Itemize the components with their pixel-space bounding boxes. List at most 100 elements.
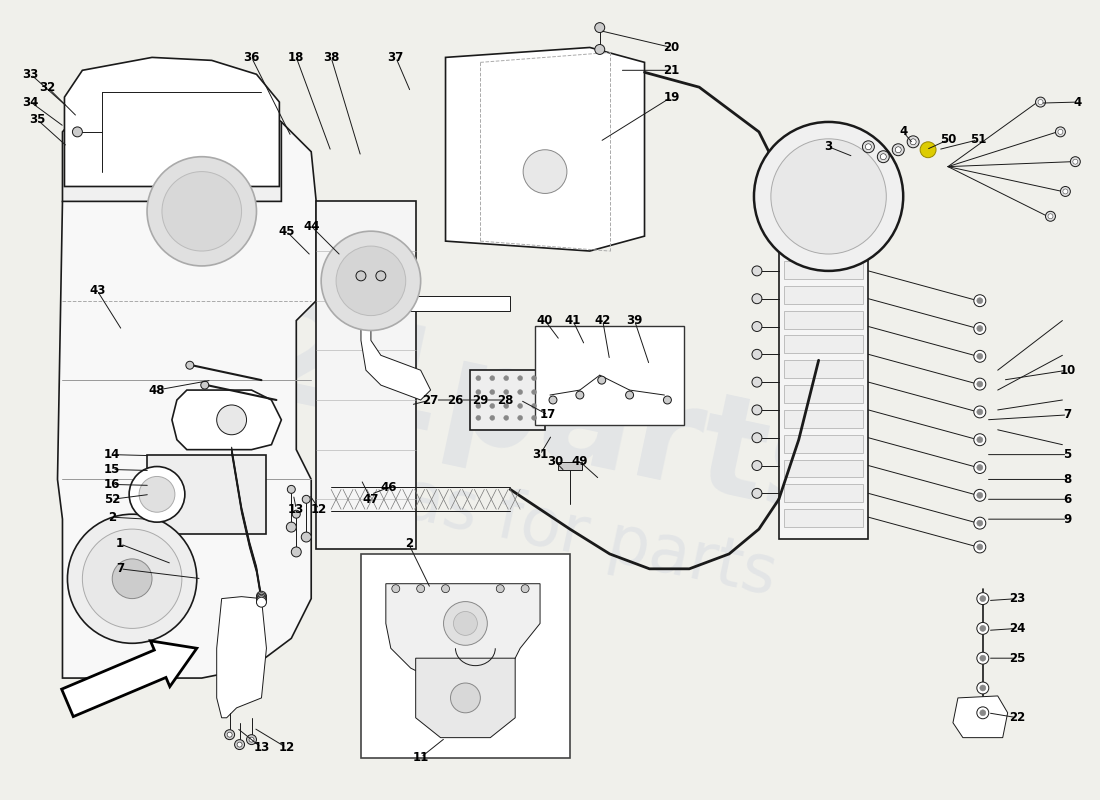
FancyBboxPatch shape xyxy=(784,261,864,279)
Circle shape xyxy=(504,415,508,420)
Text: 41: 41 xyxy=(564,314,581,327)
Circle shape xyxy=(1058,130,1063,134)
Circle shape xyxy=(595,22,605,33)
Text: 22: 22 xyxy=(1010,711,1026,724)
Circle shape xyxy=(217,405,246,434)
Text: 8: 8 xyxy=(1064,473,1071,486)
Polygon shape xyxy=(57,117,316,678)
Circle shape xyxy=(974,434,986,446)
Circle shape xyxy=(977,520,982,526)
Circle shape xyxy=(441,585,450,593)
Text: 39: 39 xyxy=(626,314,642,327)
Text: 11: 11 xyxy=(412,751,429,764)
Circle shape xyxy=(910,139,916,145)
Circle shape xyxy=(490,415,495,420)
FancyBboxPatch shape xyxy=(784,485,864,502)
Circle shape xyxy=(752,488,762,498)
Polygon shape xyxy=(341,261,510,310)
Circle shape xyxy=(974,517,986,529)
Circle shape xyxy=(496,585,504,593)
Circle shape xyxy=(227,732,232,737)
Circle shape xyxy=(376,271,386,281)
Text: 33: 33 xyxy=(22,68,38,81)
Text: 10: 10 xyxy=(1059,364,1076,377)
Circle shape xyxy=(862,141,874,153)
Text: 32: 32 xyxy=(40,81,56,94)
Text: 40: 40 xyxy=(537,314,553,327)
Circle shape xyxy=(1045,211,1055,222)
Circle shape xyxy=(663,396,671,404)
Circle shape xyxy=(82,529,182,629)
Circle shape xyxy=(417,585,425,593)
Text: 2: 2 xyxy=(108,510,117,524)
Circle shape xyxy=(224,730,234,740)
Circle shape xyxy=(1035,97,1045,107)
Circle shape xyxy=(892,144,904,156)
Polygon shape xyxy=(361,310,430,400)
Text: 5: 5 xyxy=(1064,448,1071,461)
FancyBboxPatch shape xyxy=(784,310,864,329)
Circle shape xyxy=(977,544,982,550)
Text: 20: 20 xyxy=(663,41,680,54)
Circle shape xyxy=(895,146,901,153)
Circle shape xyxy=(302,495,310,503)
Circle shape xyxy=(752,266,762,276)
FancyBboxPatch shape xyxy=(784,510,864,527)
Text: 21parts: 21parts xyxy=(241,291,859,549)
Text: 44: 44 xyxy=(302,220,319,233)
Circle shape xyxy=(974,378,986,390)
Circle shape xyxy=(977,682,989,694)
Text: 38: 38 xyxy=(323,51,339,64)
Circle shape xyxy=(977,622,989,634)
Text: 19: 19 xyxy=(663,90,680,104)
Circle shape xyxy=(752,294,762,304)
Text: 21: 21 xyxy=(663,64,680,77)
Text: 17: 17 xyxy=(540,408,557,422)
Text: 37: 37 xyxy=(387,51,404,64)
FancyBboxPatch shape xyxy=(784,335,864,354)
Text: 25: 25 xyxy=(1010,652,1026,665)
Circle shape xyxy=(476,376,481,381)
Circle shape xyxy=(287,486,295,494)
Circle shape xyxy=(504,376,508,381)
FancyArrow shape xyxy=(62,641,197,717)
Text: 31: 31 xyxy=(532,448,548,461)
Text: 13: 13 xyxy=(253,741,270,754)
Circle shape xyxy=(977,409,982,415)
Text: 12: 12 xyxy=(278,741,295,754)
Circle shape xyxy=(752,350,762,359)
Circle shape xyxy=(771,139,887,254)
Circle shape xyxy=(549,396,557,404)
Circle shape xyxy=(1038,100,1043,105)
Circle shape xyxy=(597,376,606,384)
Text: 48: 48 xyxy=(148,383,165,397)
Text: 23: 23 xyxy=(1010,592,1026,605)
FancyBboxPatch shape xyxy=(535,326,684,425)
FancyBboxPatch shape xyxy=(558,462,582,470)
Text: 1: 1 xyxy=(117,538,124,550)
Circle shape xyxy=(256,591,266,601)
Circle shape xyxy=(1070,157,1080,166)
Polygon shape xyxy=(63,84,282,202)
Circle shape xyxy=(301,532,311,542)
Circle shape xyxy=(518,415,522,420)
Circle shape xyxy=(880,154,887,160)
Circle shape xyxy=(518,390,522,394)
Circle shape xyxy=(752,377,762,387)
Text: 12: 12 xyxy=(311,502,328,516)
Circle shape xyxy=(490,376,495,381)
Text: 15: 15 xyxy=(104,463,120,476)
Circle shape xyxy=(139,477,175,512)
Circle shape xyxy=(476,415,481,420)
Polygon shape xyxy=(446,47,645,251)
Circle shape xyxy=(531,390,537,394)
Circle shape xyxy=(752,405,762,415)
Text: 2: 2 xyxy=(405,538,412,550)
Circle shape xyxy=(977,437,982,442)
Circle shape xyxy=(67,514,197,643)
Circle shape xyxy=(356,271,366,281)
Circle shape xyxy=(292,547,301,557)
Circle shape xyxy=(531,376,537,381)
Circle shape xyxy=(249,737,254,742)
Circle shape xyxy=(504,390,508,394)
